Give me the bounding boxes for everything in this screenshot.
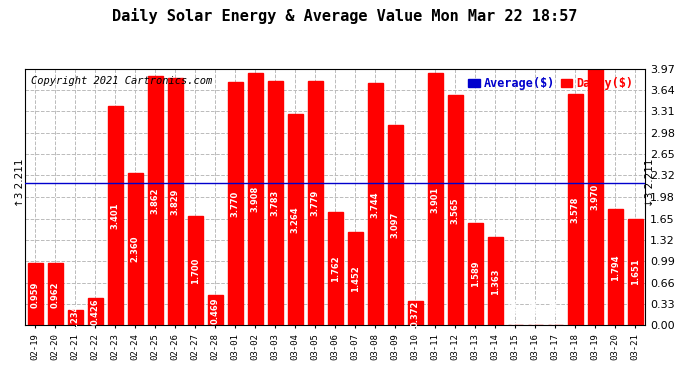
- Bar: [48, 263, 63, 326]
- Bar: [228, 82, 243, 326]
- Text: 0.426: 0.426: [90, 298, 99, 325]
- Bar: [628, 219, 642, 326]
- Text: 1.452: 1.452: [351, 265, 359, 292]
- Bar: [428, 73, 442, 326]
- Bar: [168, 78, 183, 326]
- Text: 3.744: 3.744: [371, 191, 380, 217]
- Text: 0.372: 0.372: [411, 300, 420, 327]
- Text: 3.770: 3.770: [230, 190, 239, 217]
- Text: 3.097: 3.097: [391, 212, 400, 238]
- Text: ↑3 2.211: ↑3 2.211: [15, 158, 25, 207]
- Text: 3.264: 3.264: [290, 207, 299, 233]
- Text: 3.565: 3.565: [451, 197, 460, 223]
- Text: 1.700: 1.700: [190, 257, 199, 284]
- Text: 3.401: 3.401: [110, 202, 119, 229]
- Bar: [588, 69, 602, 326]
- Text: 0.962: 0.962: [50, 281, 59, 308]
- Bar: [568, 94, 582, 326]
- Text: 0.469: 0.469: [210, 297, 219, 324]
- Text: 0.000: 0.000: [531, 298, 540, 324]
- Text: Daily Solar Energy & Average Value Mon Mar 22 18:57: Daily Solar Energy & Average Value Mon M…: [112, 8, 578, 24]
- Text: 0.234: 0.234: [70, 304, 79, 331]
- Text: 2.360: 2.360: [130, 236, 139, 262]
- Bar: [288, 114, 302, 326]
- Bar: [28, 264, 43, 326]
- Text: 0.000: 0.000: [511, 298, 520, 324]
- Text: 0.959: 0.959: [30, 281, 39, 308]
- Bar: [388, 125, 402, 326]
- Bar: [68, 310, 83, 326]
- Text: 0.000: 0.000: [551, 298, 560, 324]
- Text: 3.901: 3.901: [431, 186, 440, 213]
- Text: 3.862: 3.862: [150, 188, 159, 214]
- Bar: [248, 73, 263, 326]
- Legend: Average($), Daily($): Average($), Daily($): [469, 77, 633, 90]
- Text: ↓3 2.211: ↓3 2.211: [645, 158, 655, 207]
- Bar: [188, 216, 203, 326]
- Bar: [408, 302, 422, 326]
- Text: 1.794: 1.794: [611, 254, 620, 281]
- Text: 1.762: 1.762: [331, 255, 339, 282]
- Bar: [108, 105, 123, 326]
- Bar: [348, 232, 362, 326]
- Bar: [368, 83, 382, 326]
- Bar: [448, 95, 462, 326]
- Bar: [608, 210, 622, 326]
- Bar: [488, 237, 502, 326]
- Text: 1.363: 1.363: [491, 268, 500, 295]
- Text: 1.651: 1.651: [631, 259, 640, 285]
- Bar: [468, 223, 482, 326]
- Text: 1.589: 1.589: [471, 261, 480, 287]
- Bar: [88, 298, 103, 326]
- Bar: [308, 81, 322, 326]
- Bar: [268, 81, 283, 326]
- Text: Copyright 2021 Cartronics.com: Copyright 2021 Cartronics.com: [31, 76, 213, 87]
- Bar: [148, 76, 163, 326]
- Text: 3.779: 3.779: [310, 190, 319, 216]
- Text: 3.908: 3.908: [250, 186, 259, 212]
- Text: 3.970: 3.970: [591, 184, 600, 210]
- Bar: [328, 211, 342, 326]
- Text: 3.783: 3.783: [270, 190, 279, 216]
- Text: 3.578: 3.578: [571, 196, 580, 223]
- Bar: [208, 295, 223, 326]
- Text: 3.829: 3.829: [170, 189, 179, 215]
- Bar: [128, 173, 143, 326]
